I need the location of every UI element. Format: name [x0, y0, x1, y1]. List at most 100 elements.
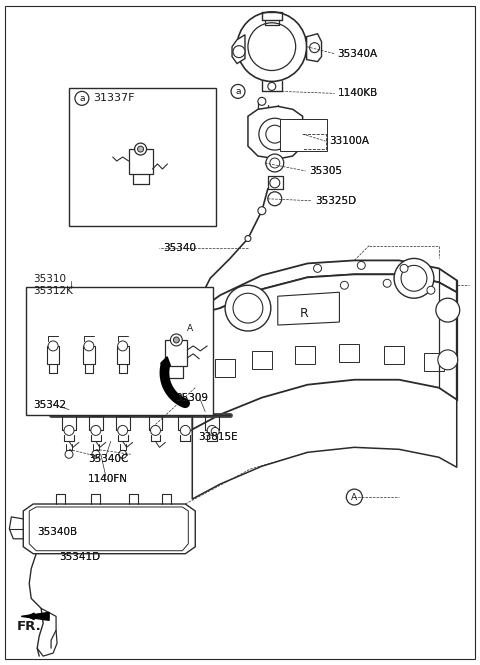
Circle shape [84, 341, 94, 351]
Polygon shape [117, 346, 129, 364]
Text: a: a [235, 87, 241, 96]
Circle shape [310, 43, 320, 53]
Circle shape [91, 398, 101, 408]
Text: 35340B: 35340B [37, 527, 77, 537]
Polygon shape [248, 106, 302, 159]
Circle shape [91, 426, 101, 436]
Circle shape [237, 12, 307, 81]
Text: 35325D: 35325D [315, 196, 357, 205]
Circle shape [53, 398, 65, 410]
Polygon shape [47, 346, 59, 364]
Bar [215, 359, 235, 377]
Polygon shape [307, 34, 322, 62]
Bar [280, 119, 327, 151]
Text: a: a [79, 94, 84, 103]
Text: 35309: 35309 [175, 392, 208, 402]
Text: 33815E: 33815E [198, 432, 238, 442]
Circle shape [151, 398, 160, 408]
Text: 35342: 35342 [33, 400, 66, 410]
Text: 35325D: 35325D [315, 196, 357, 205]
Circle shape [268, 82, 276, 90]
Text: 35305: 35305 [310, 166, 343, 176]
Circle shape [231, 84, 245, 98]
Circle shape [258, 207, 266, 215]
Circle shape [65, 450, 73, 458]
Bar [295, 346, 314, 364]
Circle shape [436, 298, 460, 322]
Circle shape [233, 46, 245, 58]
Circle shape [180, 426, 190, 436]
Circle shape [170, 334, 182, 346]
Bar [339, 344, 360, 362]
Circle shape [427, 286, 435, 294]
Text: 33100A: 33100A [329, 136, 370, 146]
Text: 1140FN: 1140FN [88, 474, 128, 484]
Polygon shape [192, 261, 457, 328]
Circle shape [401, 265, 427, 291]
Text: 35340B: 35340B [37, 527, 77, 537]
Circle shape [118, 426, 128, 436]
Circle shape [207, 426, 217, 436]
Circle shape [266, 154, 284, 172]
Circle shape [266, 125, 284, 143]
Circle shape [258, 97, 266, 105]
Circle shape [347, 489, 362, 505]
Polygon shape [278, 292, 339, 325]
Text: 1140KB: 1140KB [337, 88, 378, 98]
Polygon shape [21, 612, 49, 620]
Circle shape [75, 91, 89, 105]
Circle shape [383, 279, 391, 287]
Bar [424, 353, 444, 371]
Circle shape [340, 281, 348, 289]
Bar [26, 287, 213, 414]
Circle shape [394, 259, 434, 298]
Text: 35342: 35342 [33, 400, 66, 410]
Circle shape [151, 426, 160, 436]
Text: A: A [351, 493, 358, 501]
Circle shape [182, 320, 198, 336]
Bar [384, 346, 404, 364]
Text: 31337F: 31337F [93, 93, 134, 103]
Circle shape [173, 337, 180, 343]
Polygon shape [192, 275, 457, 430]
Circle shape [225, 285, 271, 331]
Text: 35340: 35340 [164, 243, 196, 253]
Polygon shape [83, 346, 95, 364]
Text: 35340: 35340 [164, 243, 196, 253]
Text: 35340C: 35340C [88, 454, 128, 464]
Text: 1140KB: 1140KB [337, 88, 378, 98]
Text: 35310: 35310 [33, 274, 66, 285]
Text: 33100A: 33100A [329, 136, 370, 146]
Polygon shape [161, 357, 170, 366]
Text: A: A [187, 324, 193, 332]
Text: 35341D: 35341D [59, 552, 100, 562]
Circle shape [357, 261, 365, 269]
Circle shape [400, 265, 408, 273]
Circle shape [259, 118, 291, 150]
Circle shape [270, 178, 280, 188]
Circle shape [313, 265, 322, 273]
Bar [69, 88, 216, 225]
Text: FR.: FR. [16, 620, 41, 633]
Text: R: R [300, 307, 309, 320]
Polygon shape [232, 35, 245, 64]
Polygon shape [29, 507, 188, 551]
Circle shape [233, 293, 263, 323]
Text: 35340C: 35340C [88, 454, 128, 464]
Circle shape [92, 450, 100, 458]
Circle shape [48, 341, 58, 351]
Polygon shape [166, 340, 187, 366]
Text: 35312K: 35312K [33, 286, 73, 296]
Circle shape [268, 192, 282, 205]
Circle shape [245, 235, 251, 241]
Circle shape [248, 23, 296, 70]
Circle shape [211, 428, 219, 436]
Text: 35340A: 35340A [337, 49, 378, 59]
Circle shape [64, 426, 74, 436]
Text: 35341D: 35341D [59, 552, 100, 562]
Polygon shape [129, 149, 153, 174]
Circle shape [138, 146, 144, 152]
Circle shape [118, 398, 128, 408]
Text: 35309: 35309 [175, 392, 208, 402]
Text: 33815E: 33815E [198, 432, 238, 442]
